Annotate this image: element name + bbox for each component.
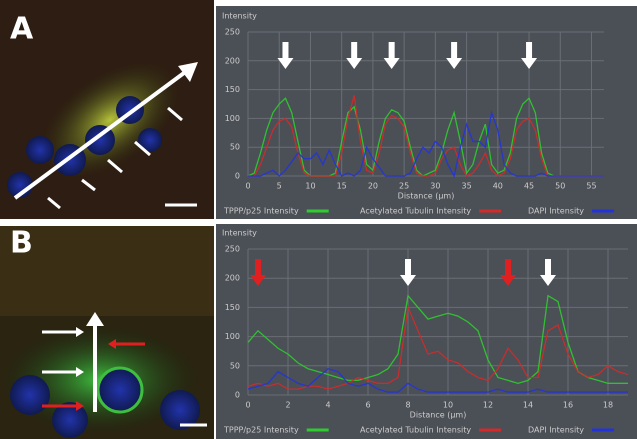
x-tick-label: 8 <box>405 401 410 410</box>
micrograph-a <box>0 0 214 219</box>
x-tick-label: 25 <box>399 182 409 191</box>
legend-label: Acetylated Tubulin Intensity <box>360 426 471 435</box>
series-line <box>247 367 628 393</box>
legend-label: Acetylated Tubulin Intensity <box>360 207 471 216</box>
x-tick-label: 50 <box>555 182 565 191</box>
arrow-marker <box>540 259 556 286</box>
x-tick-label: 10 <box>305 182 315 191</box>
y-tick-label: 250 <box>225 245 240 254</box>
series-line <box>247 97 604 177</box>
x-tick-label: 30 <box>430 182 440 191</box>
arrow-marker <box>400 259 416 286</box>
y-tick-label: 100 <box>225 332 240 341</box>
x-tick-label: 0 <box>245 182 250 191</box>
y-tick-label: 150 <box>225 303 240 312</box>
arrow-marker <box>446 42 463 69</box>
y-tick-label: 50 <box>230 361 240 370</box>
x-tick-label: 6 <box>365 401 370 410</box>
x-axis-label: Distance (µm) <box>398 192 455 201</box>
x-tick-label: 14 <box>523 401 533 410</box>
x-tick-label: 18 <box>603 401 613 410</box>
panel-label: B <box>10 226 33 261</box>
y-tick-label: 250 <box>225 28 240 37</box>
x-tick-label: 4 <box>325 401 330 410</box>
x-tick-label: 0 <box>245 401 250 410</box>
y-tick-label: 0 <box>235 391 240 400</box>
x-tick-label: 12 <box>483 401 493 410</box>
arrow-marker <box>500 259 516 286</box>
chart-panel-b <box>216 224 637 439</box>
y-tick-label: 200 <box>225 274 240 283</box>
arrow-marker <box>250 259 266 286</box>
y-tick-label: 200 <box>225 56 240 65</box>
series-line <box>248 95 604 177</box>
x-tick-label: 40 <box>493 182 503 191</box>
x-tick-label: 16 <box>563 401 573 410</box>
y-axis-label: Intensity <box>222 12 257 21</box>
legend-label: TPPP/p25 Intensity <box>223 207 299 216</box>
x-tick-label: 5 <box>277 182 282 191</box>
series-line <box>247 305 629 390</box>
panel-label: A <box>10 12 34 47</box>
y-tick-label: 150 <box>225 85 240 94</box>
x-tick-label: 10 <box>443 401 453 410</box>
x-axis-label: Distance (µm) <box>410 411 467 420</box>
x-tick-label: 20 <box>368 182 378 191</box>
y-tick-label: 100 <box>225 114 240 123</box>
micrograph-b <box>0 226 214 439</box>
arrow-marker <box>383 42 400 69</box>
arrow-marker <box>346 42 363 69</box>
x-tick-label: 55 <box>586 182 596 191</box>
chart-panel-a <box>216 6 637 219</box>
x-tick-label: 15 <box>337 182 347 191</box>
series-line <box>248 110 604 178</box>
legend-label: DAPI Intensity <box>528 426 584 435</box>
legend-label: TPPP/p25 Intensity <box>223 426 299 435</box>
y-axis-label: Intensity <box>222 229 257 238</box>
x-tick-label: 2 <box>285 401 290 410</box>
x-tick-label: 35 <box>462 182 472 191</box>
x-tick-label: 45 <box>524 182 534 191</box>
y-tick-label: 50 <box>230 143 240 152</box>
series-line <box>247 294 628 384</box>
y-tick-label: 0 <box>235 172 240 181</box>
legend-label: DAPI Intensity <box>528 207 584 216</box>
arrow-marker <box>277 42 294 69</box>
arrow-marker <box>521 42 538 69</box>
